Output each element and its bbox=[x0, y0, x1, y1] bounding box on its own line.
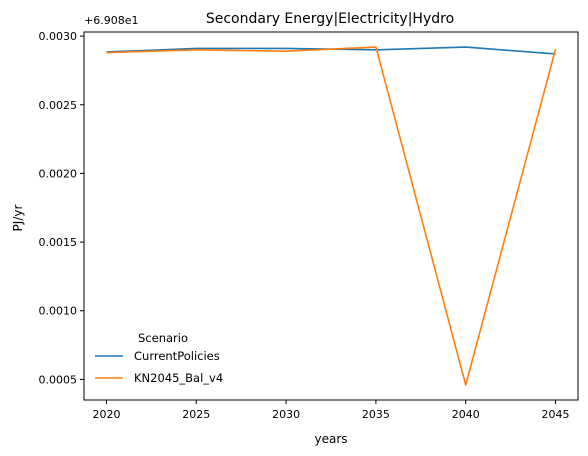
x-axis-label: years bbox=[314, 432, 347, 446]
y-tick-label: 0.0030 bbox=[39, 30, 78, 43]
x-tick-label: 2030 bbox=[272, 408, 300, 421]
chart-title: Secondary Energy|Electricity|Hydro bbox=[206, 11, 454, 27]
y-axis-offset-label: +6.908e1 bbox=[84, 14, 138, 27]
x-tick-label: 2040 bbox=[452, 408, 480, 421]
y-tick-label: 0.0015 bbox=[39, 236, 78, 249]
legend-title: Scenario bbox=[138, 331, 188, 345]
legend-entry: KN2045_Bal_v4 bbox=[134, 371, 223, 385]
x-tick-label: 2020 bbox=[92, 408, 120, 421]
y-tick-label: 0.0005 bbox=[39, 373, 78, 386]
y-axis-label: PJ/yr bbox=[11, 205, 25, 232]
y-tick-label: 0.0020 bbox=[39, 167, 78, 180]
y-tick-label: 0.0025 bbox=[39, 99, 78, 112]
series-line-kn2045-bal-v4 bbox=[106, 46, 557, 386]
legend-entry: CurrentPolicies bbox=[134, 349, 220, 363]
axes-frame bbox=[83, 31, 579, 401]
x-tick-label: 2025 bbox=[182, 408, 210, 421]
x-tick-label: 2045 bbox=[542, 408, 570, 421]
y-tick-label: 0.0010 bbox=[39, 305, 78, 318]
x-tick-label: 2035 bbox=[362, 408, 390, 421]
plot-area: 2020 2025 2030 2035 2040 2045 0.0005 0.0010 0.00… bbox=[39, 30, 579, 421]
